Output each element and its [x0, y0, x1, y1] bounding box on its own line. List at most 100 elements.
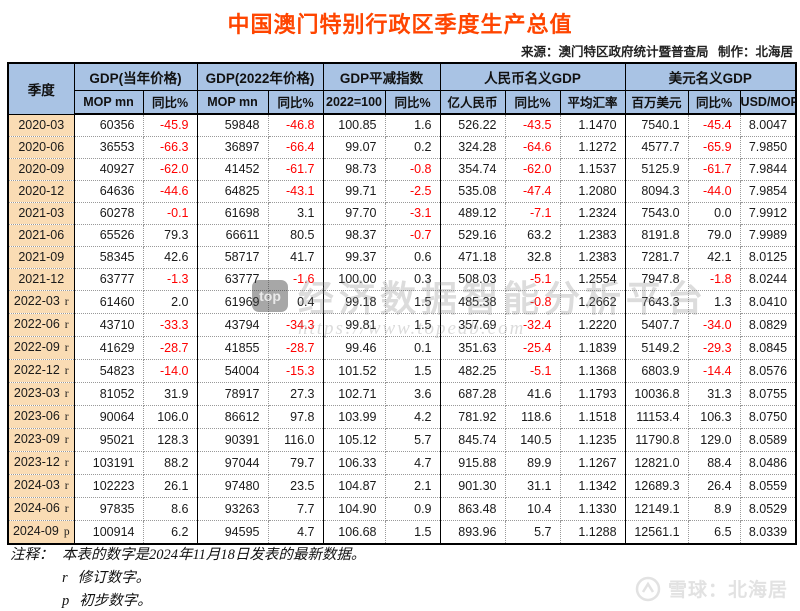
quarter-cell: 2020-06 — [8, 136, 75, 159]
value-cell: 845.74 — [440, 428, 506, 452]
table-row: 2020-03 60356 -45.9 59848 -46.8 100.85 1.6 526.… — [8, 114, 797, 137]
value-cell: -32.4 — [505, 313, 561, 337]
value-cell: -2.5 — [385, 180, 441, 203]
value-cell: 60278 — [74, 202, 144, 225]
group-deflator: GDP平减指数 — [322, 62, 441, 91]
value-cell: 93263 — [197, 497, 269, 521]
value-cell: 99.07 — [323, 136, 386, 159]
value-cell: -7.1 — [505, 202, 561, 225]
value-cell: 64825 — [197, 180, 269, 203]
value-cell: 88.2 — [143, 451, 198, 475]
group-gdp-current: GDP(当年价格) — [73, 62, 198, 91]
value-cell: 78917 — [197, 382, 269, 406]
value-cell: 43794 — [197, 313, 269, 337]
value-cell: 90064 — [74, 405, 144, 429]
table-body: 2020-03 60356 -45.9 59848 -46.8 100.85 1.6 526.… — [8, 114, 797, 545]
revision-flag: r — [64, 457, 69, 469]
value-cell: 5.7 — [505, 520, 561, 545]
value-cell: 7281.7 — [625, 246, 689, 269]
value-cell: -1.3 — [143, 268, 198, 291]
value-cell: 5.7 — [385, 428, 441, 452]
value-cell: 98.37 — [323, 224, 386, 247]
col-mop-current: MOP mn — [73, 89, 144, 115]
value-cell: -0.8 — [505, 290, 561, 314]
value-cell: 41629 — [74, 336, 144, 360]
value-cell: 43710 — [74, 313, 144, 337]
group-rmb-gdp: 人民币名义GDP — [439, 62, 626, 91]
value-cell: -62.0 — [505, 158, 561, 181]
value-cell: 12149.1 — [625, 497, 689, 521]
revision-flag: p — [63, 526, 70, 538]
value-cell: 1.5 — [385, 520, 441, 545]
value-cell: 6.2 — [143, 520, 198, 545]
value-cell: 61698 — [197, 202, 269, 225]
value-cell: -45.4 — [688, 114, 741, 137]
value-cell: 90391 — [197, 428, 269, 452]
value-cell: 7.7 — [268, 497, 324, 521]
revision-flag: r — [64, 365, 69, 377]
value-cell: 94595 — [197, 520, 269, 545]
value-cell: -34.0 — [688, 313, 741, 337]
value-cell: 5125.9 — [625, 158, 689, 181]
value-cell: 36897 — [197, 136, 269, 159]
value-cell: 97044 — [197, 451, 269, 475]
value-cell: 529.16 — [440, 224, 506, 247]
value-cell: 7543.0 — [625, 202, 689, 225]
value-cell: 79.3 — [143, 224, 198, 247]
note-text-p: 初步数字。 — [79, 593, 152, 609]
revision-flag: r — [64, 480, 69, 492]
revision-flag: r — [64, 296, 69, 308]
quarter-cell: 2024-06 r — [8, 497, 75, 521]
value-cell: -46.8 — [268, 114, 324, 137]
value-cell: -61.7 — [688, 158, 741, 181]
value-cell: 7.9989 — [740, 224, 797, 247]
value-cell: 3.1 — [268, 202, 324, 225]
value-cell: 8.0529 — [740, 497, 797, 521]
value-cell: 104.90 — [323, 497, 386, 521]
value-cell: -61.7 — [268, 158, 324, 181]
value-cell: 40927 — [74, 158, 144, 181]
value-cell: -47.4 — [505, 180, 561, 203]
value-cell: 95021 — [74, 428, 144, 452]
col-usd-value: 百万美元 — [624, 89, 689, 115]
value-cell: 863.48 — [440, 497, 506, 521]
value-cell: 41.6 — [505, 382, 561, 406]
table-row: 2023-06 r 90064 106.0 86612 97.8 103.99 4.2 781.… — [8, 405, 797, 429]
value-cell: 8.0845 — [740, 336, 797, 360]
quarter-cell: 2024-03 r — [8, 474, 75, 498]
value-cell: 8.0486 — [740, 451, 797, 475]
table-row: 2020-12 64636 -44.6 64825 -43.1 99.71 -2.5 535.… — [8, 180, 797, 203]
value-cell: 106.33 — [323, 451, 386, 475]
note-line-2: r 修订数字。 — [62, 567, 365, 590]
value-cell: 1.1235 — [560, 428, 626, 452]
value-cell: 7.9912 — [740, 202, 797, 225]
value-cell: -45.9 — [143, 114, 198, 137]
col-usd-mop: USD/MOP — [739, 89, 797, 115]
value-cell: 1.1342 — [560, 474, 626, 498]
value-cell: 8191.8 — [625, 224, 689, 247]
note-label: 注释： — [10, 547, 54, 563]
quarter-cell: 2022-09 r — [8, 336, 75, 360]
group-usd-gdp: 美元名义GDP — [624, 62, 797, 91]
xueqiu-watermark-text: 雪球：北海居 — [667, 580, 788, 601]
table-row: 2024-09 p 100914 6.2 94595 4.7 106.68 1.5 893.96… — [8, 520, 797, 545]
quarter-cell: 2023-06 r — [8, 405, 75, 429]
source-line: 来源：澳门特区政府统计暨普查局 制作：北海居 — [515, 41, 793, 60]
table-row: 2023-12 r 103191 88.2 97044 79.7 106.33 4.7 915.… — [8, 451, 797, 475]
xueqiu-logo-icon — [635, 576, 661, 601]
value-cell: 64636 — [74, 180, 144, 203]
value-cell: 102.71 — [323, 382, 386, 406]
value-cell: 7643.3 — [625, 290, 689, 314]
value-cell: 4.7 — [385, 451, 441, 475]
maker-text: 制作：北海居 — [717, 45, 793, 59]
value-cell: 116.0 — [268, 428, 324, 452]
col-usd-yoy: 同比% — [687, 89, 741, 115]
value-cell: 11790.8 — [625, 428, 689, 452]
table-row: 2023-09 r 95021 128.3 90391 116.0 105.12 5.7 845… — [8, 428, 797, 452]
value-cell: -64.6 — [505, 136, 561, 159]
col-rmb-value: 亿人民币 — [439, 89, 506, 115]
header-sub-row: MOP mn 同比% MOP mn 同比% 2022=100 同比% 亿人民币 … — [8, 89, 797, 115]
value-cell: 4577.7 — [625, 136, 689, 159]
value-cell: 1.2662 — [560, 290, 626, 314]
